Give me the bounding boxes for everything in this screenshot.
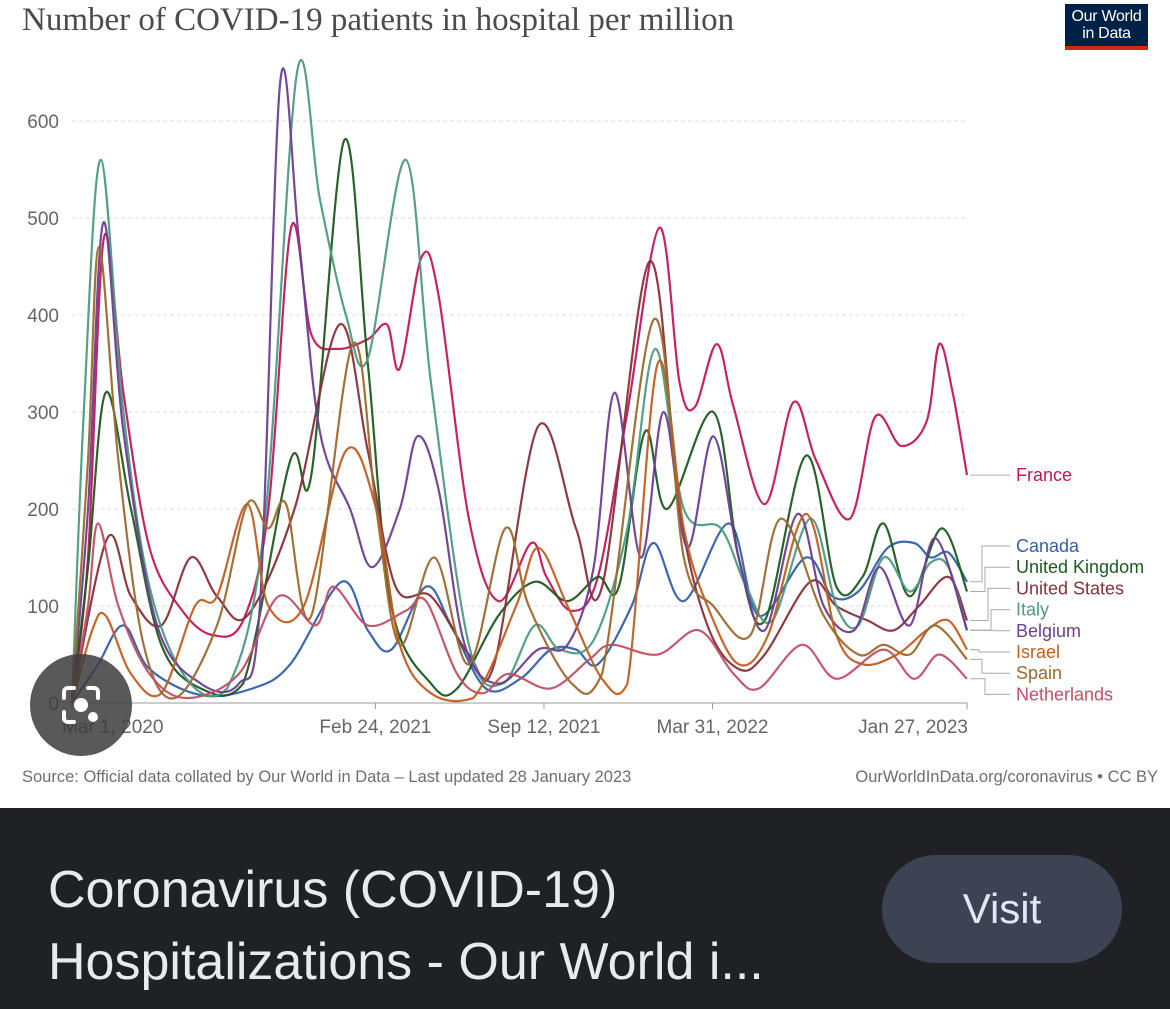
chart-title: Number of COVID-19 patients in hospital … (22, 2, 735, 38)
y-tick-label: 200 (27, 500, 59, 521)
series-line-united-states (70, 260, 969, 704)
owid-logo[interactable]: Our World in Data (1065, 4, 1148, 50)
legend-label-israel: Israel (1016, 642, 1060, 662)
y-tick-label: 400 (27, 306, 59, 327)
result-title[interactable]: Coronavirus (COVID-19) Hospitalizations … (48, 861, 764, 991)
legend-connector-united-kingdom (970, 566, 1010, 592)
logo-line-2: in Data (1082, 25, 1131, 42)
legend-label-united-states: United States (1016, 578, 1124, 598)
y-tick-label: 300 (27, 403, 59, 424)
x-tick-label: Jan 27, 2023 (858, 717, 968, 738)
series-line-spain (70, 246, 968, 704)
legend-connector-united-states (970, 587, 1010, 621)
legend-label-belgium: Belgium (1016, 621, 1081, 641)
logo-line-1: Our World (1071, 8, 1142, 25)
series-line-france (70, 222, 969, 704)
x-tick-label: Feb 24, 2021 (319, 717, 431, 738)
lens-icon (62, 686, 100, 724)
legend-connector-spain (970, 658, 1010, 674)
legend-label-france: France (1016, 465, 1072, 485)
legend-connector-israel (970, 649, 1010, 653)
legend-label-united-kingdom: United Kingdom (1016, 557, 1144, 577)
series-line-belgium (70, 67, 969, 704)
legend-connector-canada (970, 545, 1010, 583)
series-line-canada (71, 522, 968, 704)
lens-button[interactable] (30, 654, 132, 756)
legend-connector-belgium (970, 629, 1010, 632)
legend-connector-italy (970, 609, 1010, 631)
site-credit[interactable]: OurWorldInData.org/coronavirus • CC BY (855, 768, 1158, 786)
legend-label-netherlands: Netherlands (1016, 684, 1113, 704)
x-tick-label: Mar 31, 2022 (657, 717, 769, 738)
series-line-italy (70, 59, 969, 704)
y-tick-label: 600 (27, 112, 59, 133)
y-tick-label: 500 (27, 209, 59, 230)
series-line-israel (70, 359, 968, 704)
visit-button[interactable]: Visit (882, 855, 1122, 963)
legend-connector-netherlands (970, 678, 1010, 695)
legend-label-spain: Spain (1016, 663, 1062, 683)
y-tick-label: 100 (27, 597, 59, 618)
legend-label-italy: Italy (1016, 600, 1049, 620)
source-note: Source: Official data collated by Our Wo… (22, 768, 632, 786)
chart-card: Number of COVID-19 patients in hospital … (22, 2, 1158, 786)
legend-label-canada: Canada (1016, 536, 1080, 556)
x-tick-label: Sep 12, 2021 (487, 717, 600, 738)
series-line-united-kingdom (70, 137, 969, 704)
series-line-netherlands (70, 522, 968, 704)
